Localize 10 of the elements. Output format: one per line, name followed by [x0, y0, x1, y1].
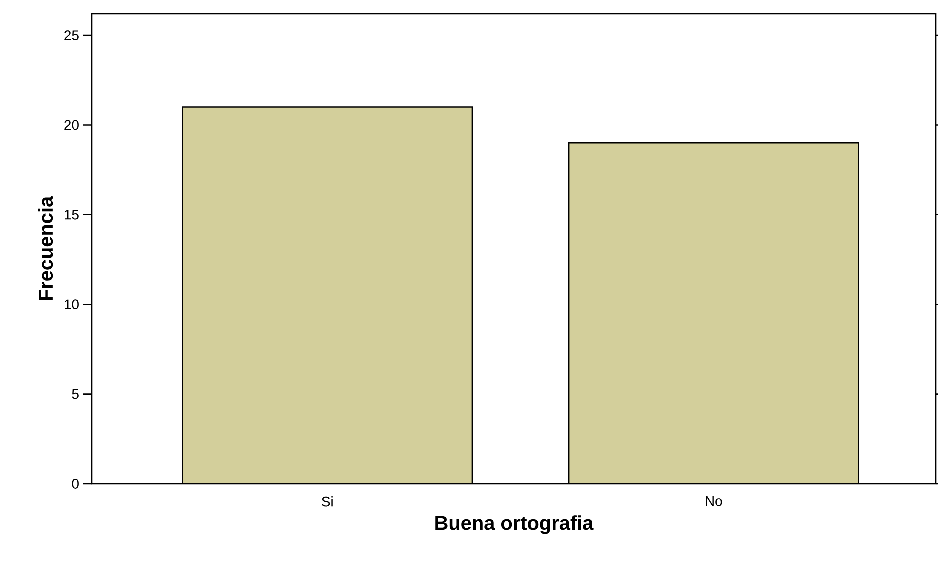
y-tick-label: 15: [65, 210, 79, 220]
y-tick-label: 0: [72, 479, 79, 489]
x-axis-title: Buena ortografia: [436, 516, 594, 534]
y-tick-label: 10: [65, 300, 79, 310]
y-tick-label: 20: [64, 120, 79, 130]
y-tick-label: 5: [72, 389, 79, 400]
y-axis-title: Frecuencia: [38, 196, 54, 300]
x-tick-label: Si: [322, 496, 333, 507]
y-tick-label: 25: [64, 30, 79, 40]
x-tick-label: No: [706, 496, 722, 506]
